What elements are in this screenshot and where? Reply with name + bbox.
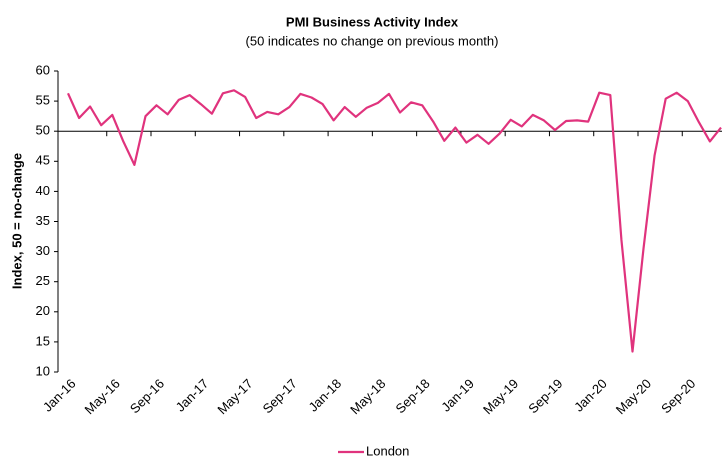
x-tick-label: Jan-20	[571, 376, 610, 415]
x-tick-label: Sep-19	[525, 376, 565, 416]
y-tick-label: 45	[36, 153, 50, 168]
legend-label: London	[366, 443, 409, 458]
chart-title: PMI Business Activity Index	[286, 14, 459, 29]
y-tick-label: 20	[36, 303, 50, 318]
x-tick-label: Jan-18	[305, 376, 344, 415]
x-tick-label: May-16	[82, 376, 123, 417]
y-tick-label: 30	[36, 243, 50, 258]
x-tick-label: May-20	[613, 376, 654, 417]
x-tick-label: Sep-20	[658, 376, 698, 416]
x-tick-label: Jan-16	[40, 376, 79, 415]
y-tick-label: 60	[36, 62, 50, 77]
x-tick-label: May-17	[214, 376, 255, 417]
y-tick-label: 35	[36, 213, 50, 228]
x-tick-label: Sep-16	[127, 376, 167, 416]
y-tick-label: 15	[36, 333, 50, 348]
y-tick-label: 10	[36, 363, 50, 378]
y-axis-label: Index, 50 = no-change	[9, 153, 24, 289]
y-tick-label: 25	[36, 273, 50, 288]
x-tick-label: Sep-18	[392, 376, 432, 416]
x-tick-label: Sep-17	[260, 376, 300, 416]
y-tick-label: 40	[36, 183, 50, 198]
y-tick-label: 50	[36, 123, 50, 138]
chart-subtitle: (50 indicates no change on previous mont…	[246, 33, 499, 48]
x-tick-label: Jan-17	[173, 376, 212, 415]
x-tick-label: Jan-19	[438, 376, 477, 415]
x-tick-label: May-18	[347, 376, 388, 417]
line-series	[66, 89, 722, 353]
y-tick-label: 55	[36, 93, 50, 108]
x-tick-label: May-19	[480, 376, 521, 417]
